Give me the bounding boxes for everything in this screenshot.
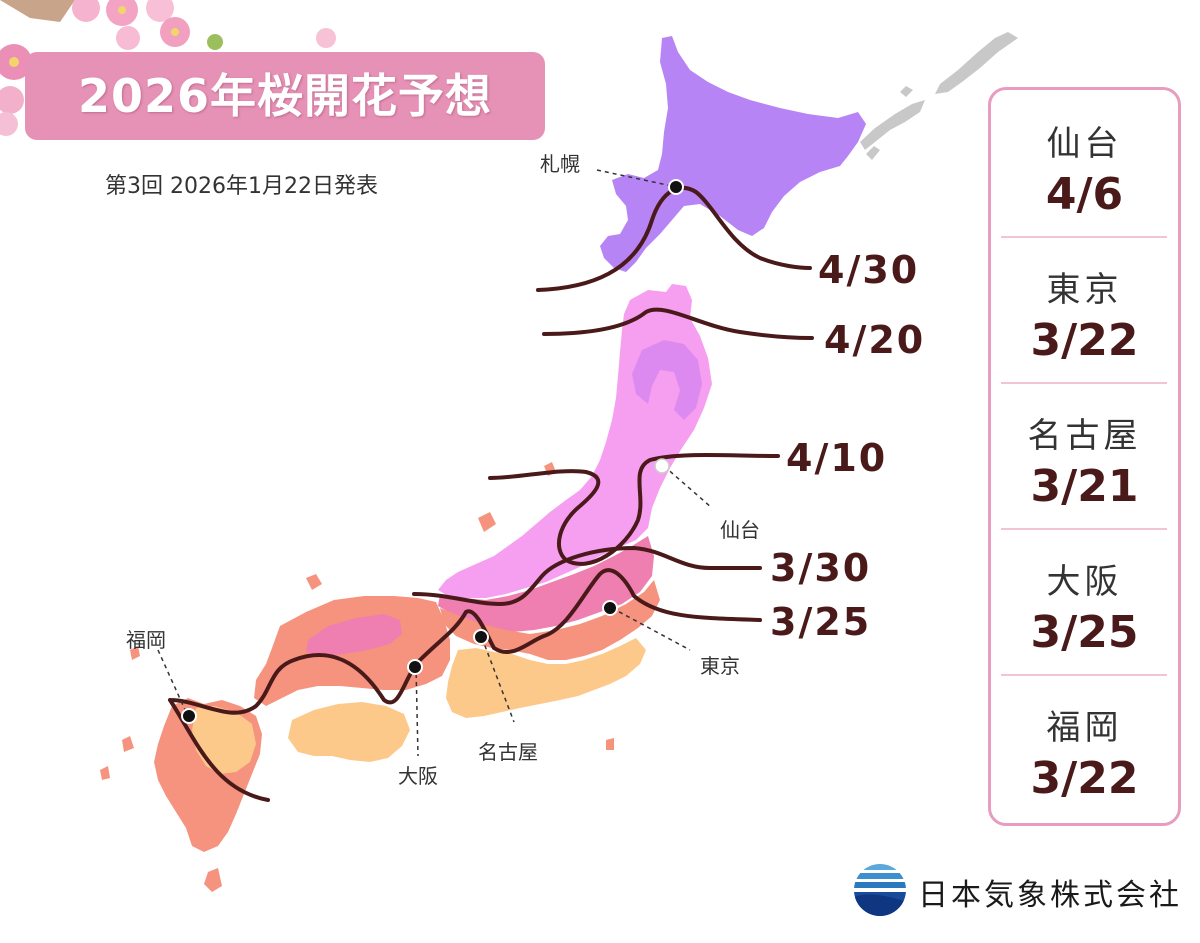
- city-label-sendai: 仙台: [720, 518, 760, 542]
- legend-divider: [1001, 528, 1167, 530]
- forecast-legend-panel: 仙台 4/6 東京 3/22 名古屋 3/21 大阪 3/25 福岡 3/22: [988, 87, 1181, 826]
- legend-divider: [1001, 382, 1167, 384]
- chugoku-inner-zone: [306, 614, 402, 656]
- isoline-3-30: [412, 545, 762, 607]
- isoline-3-25: [168, 568, 762, 802]
- legend-date-tokyo: 3/22: [1030, 315, 1139, 366]
- legend-date-nagoya: 3/21: [1030, 461, 1139, 512]
- isoline-4-30: [536, 186, 812, 292]
- isoline-4-10: [488, 453, 780, 566]
- tohoku-inner-zone: [632, 340, 702, 420]
- kyushu-north-zone: [192, 706, 256, 774]
- legend-city-nagoya: 名古屋: [1027, 416, 1142, 456]
- city-markers: [181, 179, 684, 724]
- tokyo-marker: [602, 600, 618, 616]
- legend-item-sendai: 仙台 4/6: [991, 90, 1178, 236]
- hokkaido-island: [600, 36, 866, 272]
- legend-item-nagoya: 名古屋 3/21: [991, 382, 1178, 528]
- city-label-sapporo: 札幌: [540, 152, 580, 176]
- city-leader-lines: [157, 169, 713, 757]
- globe-stripes-logo-icon: [854, 864, 906, 916]
- legend-divider: [1001, 236, 1167, 238]
- small-islands: [100, 462, 614, 892]
- title-banner: 2026年桜開花予想: [25, 52, 545, 140]
- sendai-marker: [654, 458, 670, 474]
- legend-date-sendai: 4/6: [1045, 169, 1124, 220]
- isoline-label-3-25: 3/25: [770, 600, 872, 644]
- isoline-label-3-30: 3/30: [770, 546, 872, 590]
- company-branding: 日本気象株式会社: [852, 862, 1192, 918]
- pacific-coast-region: [446, 638, 646, 718]
- osaka-marker: [407, 659, 423, 675]
- cherry-blossom-decoration: [0, 0, 336, 136]
- central-honshu-band: [438, 536, 654, 632]
- legend-date-fukuoka: 3/22: [1030, 753, 1139, 804]
- sapporo-marker: [668, 179, 684, 195]
- legend-item-osaka: 大阪 3/25: [991, 528, 1178, 674]
- legend-city-osaka: 大阪: [1046, 562, 1123, 602]
- fukuoka-marker: [181, 708, 197, 724]
- isoline-label-4-30: 4/30: [818, 248, 920, 292]
- city-label-osaka: 大阪: [398, 764, 438, 788]
- isoline-label-4-20: 4/20: [824, 318, 926, 362]
- page-title: 2026年桜開花予想: [77, 69, 493, 123]
- northern-islands: [860, 32, 1018, 160]
- isoline-4-20: [542, 307, 814, 340]
- company-name: 日本気象株式会社: [918, 878, 1182, 913]
- city-label-fukuoka: 福岡: [126, 628, 166, 652]
- legend-item-fukuoka: 福岡 3/22: [991, 674, 1178, 820]
- kanto-tokai-region: [440, 580, 660, 660]
- city-label-tokyo: 東京: [700, 654, 740, 678]
- announcement-subtitle: 第3回 2026年1月22日発表: [105, 174, 378, 199]
- legend-date-osaka: 3/25: [1030, 607, 1139, 658]
- city-label-nagoya: 名古屋: [478, 740, 538, 764]
- nagoya-marker: [473, 629, 489, 645]
- legend-item-tokyo: 東京 3/22: [991, 236, 1178, 382]
- legend-city-sendai: 仙台: [1046, 124, 1123, 164]
- legend-divider: [1001, 674, 1167, 676]
- legend-city-tokyo: 東京: [1046, 270, 1123, 310]
- legend-city-fukuoka: 福岡: [1046, 708, 1123, 748]
- isoline-label-4-10: 4/10: [786, 436, 888, 480]
- isolines: [168, 186, 814, 802]
- shikoku-island: [288, 702, 410, 762]
- japan-alps-inner-zone: [490, 546, 548, 586]
